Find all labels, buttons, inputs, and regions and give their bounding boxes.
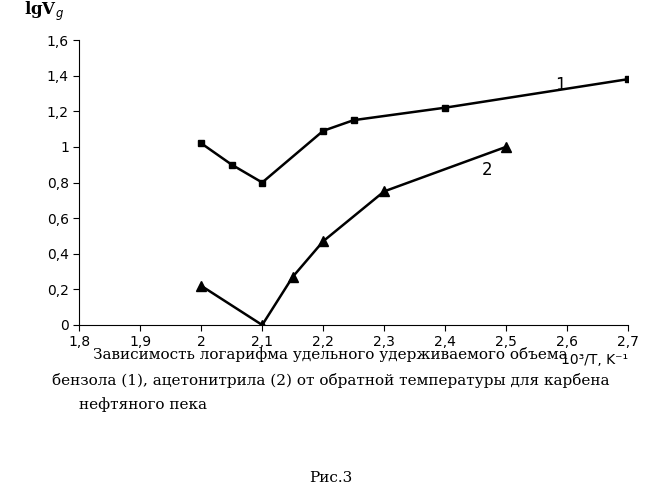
Text: нефтяного пека: нефтяного пека [79, 398, 208, 412]
Text: Рис.3: Рис.3 [309, 471, 352, 485]
Text: 1: 1 [555, 76, 565, 94]
Text: бензола (1), ацетонитрила (2) от обратной температуры для карбена: бензола (1), ацетонитрила (2) от обратно… [52, 372, 609, 388]
Text: 2: 2 [482, 162, 492, 180]
Text: Зависимость логарифма удельного удерживаемого объема: Зависимость логарифма удельного удержива… [93, 348, 568, 362]
Text: 10³/T, K⁻¹: 10³/T, K⁻¹ [561, 354, 628, 368]
Text: lgV$_g$: lgV$_g$ [24, 0, 64, 23]
